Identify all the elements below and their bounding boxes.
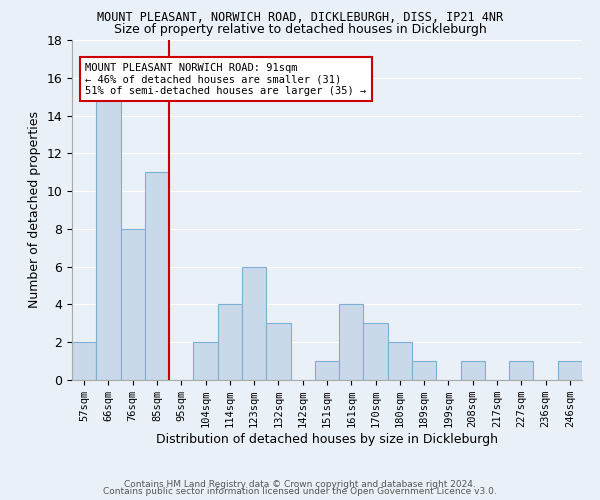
Bar: [121, 229, 145, 380]
Bar: [145, 172, 169, 380]
Bar: [218, 304, 242, 380]
Bar: [461, 361, 485, 380]
Text: Contains HM Land Registry data © Crown copyright and database right 2024.: Contains HM Land Registry data © Crown c…: [124, 480, 476, 489]
Bar: [558, 361, 582, 380]
Text: Contains public sector information licensed under the Open Government Licence v3: Contains public sector information licen…: [103, 487, 497, 496]
Bar: [193, 342, 218, 380]
Bar: [509, 361, 533, 380]
Bar: [266, 324, 290, 380]
Y-axis label: Number of detached properties: Number of detached properties: [28, 112, 41, 308]
Text: MOUNT PLEASANT NORWICH ROAD: 91sqm
← 46% of detached houses are smaller (31)
51%: MOUNT PLEASANT NORWICH ROAD: 91sqm ← 46%…: [85, 62, 367, 96]
Bar: [339, 304, 364, 380]
Bar: [96, 96, 121, 380]
Bar: [412, 361, 436, 380]
Bar: [388, 342, 412, 380]
Bar: [364, 324, 388, 380]
Bar: [72, 342, 96, 380]
Text: Size of property relative to detached houses in Dickleburgh: Size of property relative to detached ho…: [113, 22, 487, 36]
Bar: [315, 361, 339, 380]
Text: MOUNT PLEASANT, NORWICH ROAD, DICKLEBURGH, DISS, IP21 4NR: MOUNT PLEASANT, NORWICH ROAD, DICKLEBURG…: [97, 11, 503, 24]
X-axis label: Distribution of detached houses by size in Dickleburgh: Distribution of detached houses by size …: [156, 433, 498, 446]
Bar: [242, 266, 266, 380]
